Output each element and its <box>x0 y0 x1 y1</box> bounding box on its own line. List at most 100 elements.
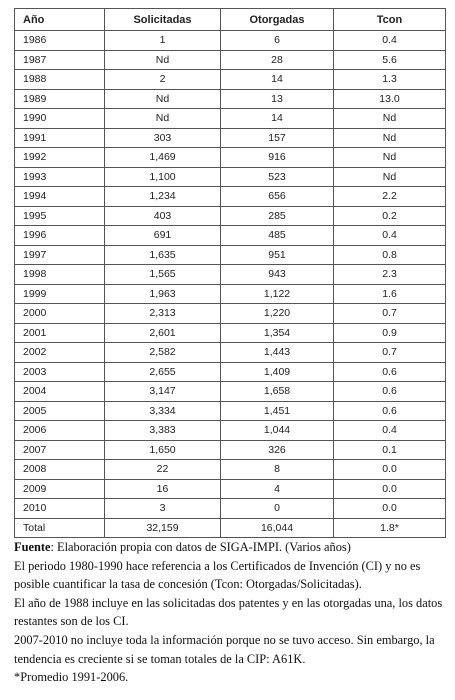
table-row: 1999 1,963 1,122 1.6 <box>14 283 446 304</box>
table-cell: 1,354 <box>220 322 334 343</box>
table-cell: 1991 <box>14 127 105 148</box>
table-cell: 1999 <box>14 283 105 304</box>
note-line: 2007-2010 no incluye toda la información… <box>14 632 435 666</box>
table-cell: Nd <box>104 49 221 70</box>
table-cell: 1988 <box>14 69 105 90</box>
table-cell: 0.7 <box>333 342 446 363</box>
table-cell: 1,044 <box>220 420 334 441</box>
table-cell: 2.3 <box>333 264 446 285</box>
table-cell: 8 <box>220 459 334 480</box>
table-row: 2003 2,655 1,409 0.6 <box>14 361 446 382</box>
table-cell: 1.3 <box>333 69 446 90</box>
table-cell: 28 <box>220 49 334 70</box>
table-cell: Nd <box>104 88 221 109</box>
table-row: Total 32,159 16,044 1.8* <box>14 517 446 538</box>
table-cell: 1986 <box>14 30 105 51</box>
table-cell: Nd <box>333 147 446 168</box>
data-table: Año Solicitadas Otorgadas Tcon 1986 1 6 0.4 198… <box>14 8 446 538</box>
table-cell: 157 <box>220 127 334 148</box>
table-cell: 1.6 <box>333 283 446 304</box>
table-cell: 0.9 <box>333 322 446 343</box>
table-cell: 523 <box>220 166 334 187</box>
header-row: Año Solicitadas Otorgadas Tcon <box>14 8 446 31</box>
table-cell: 16,044 <box>220 517 334 538</box>
table-cell: 656 <box>220 186 334 207</box>
table-cell: 3 <box>104 498 221 519</box>
table-row: 1987 Nd 28 5.6 <box>14 49 446 70</box>
table-cell: 303 <box>104 127 221 148</box>
table-cell: 0.0 <box>333 498 446 519</box>
table-cell: 1994 <box>14 186 105 207</box>
table-cell: 1,220 <box>220 303 334 324</box>
table-row: 1993 1,100 523 Nd <box>14 166 446 187</box>
source-text: : Elaboración propia con datos de SIGA-I… <box>50 540 351 554</box>
table-cell: 1990 <box>14 108 105 129</box>
table-cell: 2,582 <box>104 342 221 363</box>
source-label: Fuente <box>14 540 51 554</box>
table-cell: 3,147 <box>104 381 221 402</box>
table-cell: Nd <box>333 108 446 129</box>
table-row: 2009 16 4 0.0 <box>14 478 446 499</box>
table-cell: 1,658 <box>220 381 334 402</box>
table-cell: 943 <box>220 264 334 285</box>
table-cell: 2,601 <box>104 322 221 343</box>
table-cell: 2003 <box>14 361 105 382</box>
table-cell: 2001 <box>14 322 105 343</box>
table-cell: 403 <box>104 205 221 226</box>
table-cell: 2000 <box>14 303 105 324</box>
table-row: 2005 3,334 1,451 0.6 <box>14 400 446 421</box>
note-line: *Promedio 1991-2006. <box>14 670 129 685</box>
table-cell: 32,159 <box>104 517 221 538</box>
table-cell: 14 <box>220 69 334 90</box>
table-row: 2004 3,147 1,658 0.6 <box>14 381 446 402</box>
table-cell: 326 <box>220 439 334 460</box>
table-cell: 16 <box>104 478 221 499</box>
table-cell: 5.6 <box>333 49 446 70</box>
table-cell: 0.6 <box>333 381 446 402</box>
note-line: El periodo 1980-1990 hace referencia a l… <box>14 558 421 592</box>
table-cell: 1,565 <box>104 264 221 285</box>
source-note: Fuente: Elaboración propia con datos de … <box>14 538 446 557</box>
table-row: 1991 303 157 Nd <box>14 127 446 148</box>
table-row: 1997 1,635 951 0.8 <box>14 244 446 265</box>
table-cell: 1993 <box>14 166 105 187</box>
table-cell: 1998 <box>14 264 105 285</box>
table-cell: 14 <box>220 108 334 129</box>
table-body: 1986 1 6 0.4 1987 Nd 28 5.6 1988 2 14 1.3 1989 Nd 13 13… <box>14 30 446 538</box>
table-cell: 1,963 <box>104 283 221 304</box>
table-cell: 2007 <box>14 439 105 460</box>
table-cell: 2005 <box>14 400 105 421</box>
table-row: 1988 2 14 1.3 <box>14 69 446 90</box>
table-cell: 6 <box>220 30 334 51</box>
table-cell: 13.0 <box>333 88 446 109</box>
note-line: El año de 1988 incluye en las solicitada… <box>14 595 443 629</box>
table-row: 2000 2,313 1,220 0.7 <box>14 303 446 324</box>
table-cell: 0 <box>220 498 334 519</box>
table-row: 2002 2,582 1,443 0.7 <box>14 342 446 363</box>
table-cell: 0.4 <box>333 420 446 441</box>
table-cell: 0.4 <box>333 225 446 246</box>
table-cell: 1,100 <box>104 166 221 187</box>
table-cell: Nd <box>333 127 446 148</box>
table-cell: 4 <box>220 478 334 499</box>
column-header: Otorgadas <box>220 8 334 31</box>
table-row: 2007 1,650 326 0.1 <box>14 439 446 460</box>
table-row: 1989 Nd 13 13.0 <box>14 88 446 109</box>
table-cell: 285 <box>220 205 334 226</box>
table-cell: Total <box>14 517 105 538</box>
table-cell: 0.1 <box>333 439 446 460</box>
table-cell: 2010 <box>14 498 105 519</box>
column-header: Tcon <box>333 8 446 31</box>
table-row: 1995 403 285 0.2 <box>14 205 446 226</box>
table-row: 2006 3,383 1,044 0.4 <box>14 420 446 441</box>
table-row: 1998 1,565 943 2.3 <box>14 264 446 285</box>
table-cell: 1,409 <box>220 361 334 382</box>
table-cell: 951 <box>220 244 334 265</box>
table-cell: 1989 <box>14 88 105 109</box>
table-cell: 1 <box>104 30 221 51</box>
table-row: 1986 1 6 0.4 <box>14 30 446 51</box>
table-cell: 0.2 <box>333 205 446 226</box>
table-cell: 2006 <box>14 420 105 441</box>
table-cell: 1,635 <box>104 244 221 265</box>
